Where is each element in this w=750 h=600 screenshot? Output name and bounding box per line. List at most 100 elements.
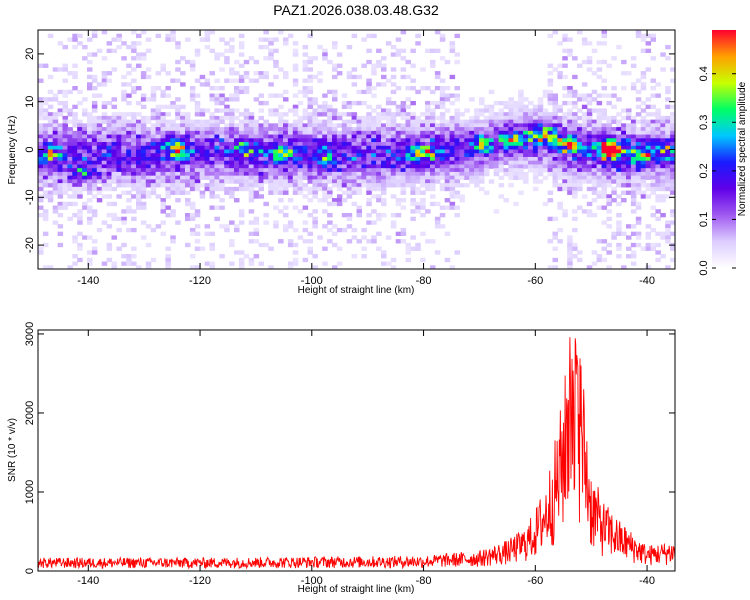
heatmap-cell: [243, 156, 250, 162]
heatmap-cell: [376, 134, 382, 139]
heatmap-cell: [312, 149, 318, 154]
heatmap-cell: [263, 119, 269, 124]
heatmap-cell: [292, 119, 299, 124]
heatmap-cell: [376, 212, 382, 218]
heatmap-cell: [572, 56, 578, 61]
heatmap-cell: [116, 119, 122, 124]
heatmap-cell: [459, 194, 465, 199]
heatmap-cell: [464, 149, 470, 154]
heatmap-cell: [91, 153, 98, 158]
heatmap-cell: [57, 67, 64, 72]
heatmap-cell: [346, 71, 353, 76]
heatmap-cell: [630, 201, 637, 207]
heatmap-cell: [341, 212, 348, 218]
heatmap-cell: [616, 164, 622, 169]
heatmap-cell: [180, 179, 186, 184]
heatmap-cell: [626, 183, 632, 188]
heatmap-cell: [503, 142, 509, 147]
heatmap-cell: [82, 205, 88, 210]
heatmap-cell: [385, 235, 392, 240]
heatmap-cell: [302, 164, 309, 169]
heatmap-cell: [434, 138, 441, 143]
heatmap-cell: [77, 216, 83, 222]
heatmap-cell: [400, 183, 407, 188]
heatmap-cell: [547, 265, 554, 269]
heatmap-cell: [263, 156, 269, 162]
heatmap-cell: [371, 175, 377, 180]
heatmap-cell: [126, 142, 132, 147]
heatmap-cell: [425, 164, 431, 169]
heatmap-cell: [165, 130, 171, 136]
heatmap-cell: [381, 149, 387, 154]
heatmap-cell: [400, 48, 407, 53]
heatmap-cell: [523, 115, 529, 121]
heatmap-cell: [47, 115, 54, 121]
heatmap-cell: [160, 205, 166, 210]
heatmap-cell: [42, 134, 49, 139]
heatmap-cell: [121, 179, 127, 184]
heatmap-cell: [552, 153, 558, 158]
heatmap-cell: [670, 145, 675, 151]
heatmap-cell: [248, 145, 255, 151]
heatmap-cell: [376, 194, 382, 199]
heatmap-cell: [155, 127, 162, 132]
heatmap-cell: [572, 194, 578, 199]
heatmap-cell: [341, 127, 348, 132]
heatmap-cell: [552, 30, 558, 35]
heatmap-cell: [562, 175, 568, 180]
heatmap-cell: [381, 112, 387, 117]
heatmap-cell: [62, 63, 68, 68]
heatmap-cell: [488, 145, 495, 151]
heatmap-cell: [322, 108, 328, 113]
heatmap-cell: [238, 134, 245, 139]
heatmap-cell: [126, 257, 132, 263]
heatmap-cell: [410, 145, 416, 151]
heatmap-cell: [106, 201, 113, 207]
heatmap-cell: [57, 242, 64, 248]
heatmap-cell: [552, 171, 558, 177]
heatmap-cell: [567, 134, 573, 139]
heatmap-cell: [483, 156, 490, 162]
heatmap-cell: [302, 134, 309, 139]
heatmap-cell: [131, 246, 137, 251]
heatmap-cell: [307, 89, 313, 95]
heatmap-cell: [660, 186, 666, 192]
heatmap-cell: [38, 134, 44, 139]
heatmap-cell: [366, 86, 372, 91]
heatmap-cell: [601, 190, 607, 195]
heatmap-cell: [77, 145, 83, 151]
heatmap-cell: [361, 254, 367, 259]
heatmap-cell: [312, 115, 318, 121]
heatmap-cell: [395, 153, 402, 158]
heatmap-cell: [361, 145, 367, 151]
heatmap-cell: [562, 183, 568, 188]
heatmap-cell: [91, 183, 98, 188]
heatmap-cell: [194, 134, 201, 139]
heatmap-cell: [229, 37, 235, 42]
heatmap-cell: [572, 138, 578, 143]
heatmap-cell: [596, 194, 603, 199]
heatmap-cell: [204, 168, 211, 173]
heatmap-cell: [38, 130, 44, 136]
heatmap-cell: [150, 190, 157, 195]
heatmap-cell: [439, 164, 446, 169]
heatmap-cell: [96, 179, 103, 184]
heatmap-cell: [170, 171, 176, 177]
heatmap-cell: [635, 231, 642, 236]
y-tick-label: 20: [24, 48, 36, 60]
heatmap-cell: [635, 171, 642, 177]
heatmap-cell: [204, 108, 211, 113]
heatmap-cell: [356, 89, 362, 95]
heatmap-cell: [106, 115, 113, 121]
heatmap-cell: [106, 160, 113, 166]
heatmap-cell: [229, 179, 235, 184]
heatmap-cell: [273, 164, 279, 169]
heatmap-cell: [586, 156, 593, 162]
heatmap-cell: [469, 168, 475, 173]
heatmap-cell: [145, 149, 152, 154]
heatmap-cell: [488, 115, 495, 121]
heatmap-cell: [322, 224, 328, 229]
heatmap-cell: [47, 127, 54, 132]
heatmap-cell: [420, 156, 426, 162]
colorbar-tick-label: 0.4: [698, 66, 710, 81]
